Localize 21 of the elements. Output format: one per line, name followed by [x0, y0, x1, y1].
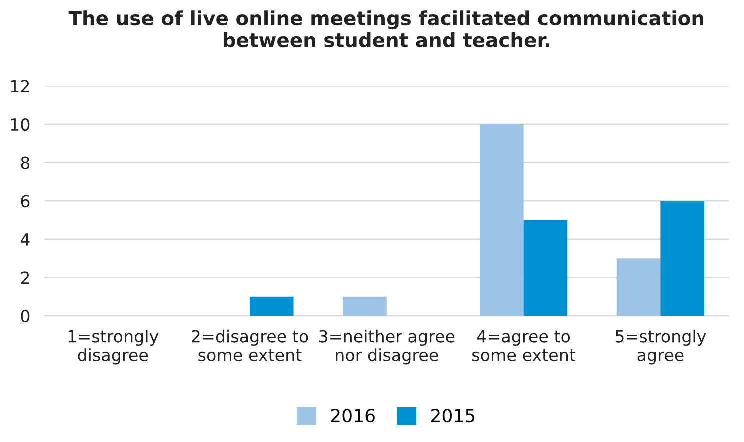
x-tick-label: 4=agree to some extent — [472, 330, 576, 362]
x-tick-label: 2=disagree to some extent — [192, 330, 308, 362]
chart-title: The use of live online meetings facilitated communication between student and teacher. — [68, 10, 704, 48]
y-tick-label: 8 — [21, 156, 30, 170]
y-tick-label: 2 — [21, 272, 30, 284]
legend-label: 2016 — [331, 408, 375, 423]
bar — [250, 296, 294, 316]
bar — [343, 296, 387, 316]
bar — [480, 124, 524, 316]
y-tick-label: 12 — [11, 80, 30, 93]
y-tick-label: 10 — [11, 118, 30, 132]
bar — [524, 220, 568, 316]
bar — [616, 258, 661, 316]
x-tick-label: 5=strongly agree — [616, 330, 706, 365]
y-tick-label: 6 — [21, 195, 30, 208]
bar — [660, 201, 704, 316]
legend-label: 2015 — [432, 408, 475, 423]
x-tick-label: 3=neither agree nor disagree — [320, 330, 455, 365]
y-tick-label: 4 — [20, 234, 30, 246]
y-tick-label: 0 — [21, 310, 30, 323]
x-tick-label: 1=strongly disagree — [68, 330, 159, 365]
